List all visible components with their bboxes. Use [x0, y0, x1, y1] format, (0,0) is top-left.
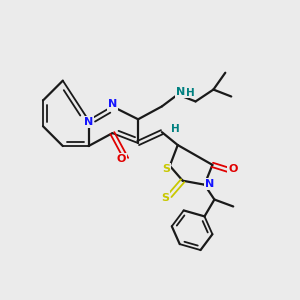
- Text: N: N: [205, 179, 214, 189]
- Text: N: N: [108, 99, 117, 110]
- Text: H: H: [186, 88, 195, 98]
- Text: O: O: [117, 154, 126, 164]
- Text: H: H: [171, 124, 180, 134]
- Text: N: N: [176, 86, 185, 97]
- Text: N: N: [84, 117, 93, 127]
- Text: S: S: [162, 164, 170, 174]
- Text: O: O: [229, 164, 238, 174]
- Text: S: S: [161, 193, 169, 202]
